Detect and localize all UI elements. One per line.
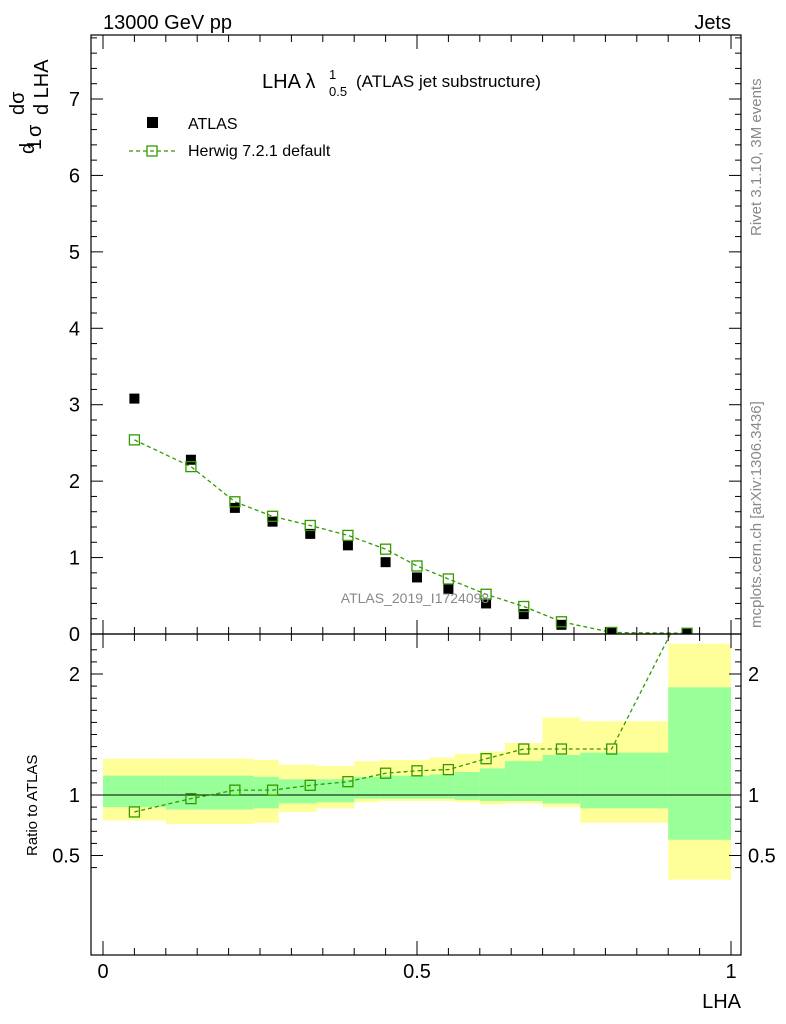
svg-text:σ: σ xyxy=(24,124,46,137)
main-y-tick-label: 1 xyxy=(69,548,80,570)
legend-herwig-label: Herwig 7.2.1 default xyxy=(188,143,331,160)
herwig-point xyxy=(681,627,693,634)
uncertainty-band-stat xyxy=(580,752,669,809)
atlas-point xyxy=(556,619,567,630)
herwig-point xyxy=(606,626,618,634)
ratio-point xyxy=(555,743,568,755)
atlas-point xyxy=(412,572,422,583)
process-label: Jets xyxy=(694,12,731,34)
legend-atlas-marker xyxy=(147,117,158,128)
herwig-point xyxy=(555,616,568,628)
plot-title-rest: (ATLAS jet substructure) xyxy=(356,72,541,91)
ratio-y-tick-label-left: 2 xyxy=(69,664,80,686)
x-axis-label: LHA xyxy=(702,991,742,1013)
ratio-point xyxy=(411,765,423,777)
uncertainty-band-stat xyxy=(668,687,731,840)
uncertainty-band-stat xyxy=(103,775,166,808)
svg-text:d: d xyxy=(17,143,39,154)
uncertainty-band-stat xyxy=(504,761,543,802)
ratio-point xyxy=(379,767,392,779)
ratio-point xyxy=(185,792,197,805)
svg-text:1: 1 xyxy=(24,139,46,150)
herwig-point xyxy=(379,543,392,555)
ratio-point xyxy=(229,784,241,796)
uncertainty-band-stat xyxy=(354,776,380,799)
ratio-panel: 0.5 0.5 1 1 2 2 0 0.5 1 Ratio to ATLAS LHA xyxy=(24,596,776,1013)
mcplots-info: mcplots.cern.ch [arXiv:1306.3436] xyxy=(748,401,765,628)
x-tick-label: 1 xyxy=(725,961,736,983)
herwig-point xyxy=(128,434,141,446)
uncertainty-band-stat xyxy=(253,776,279,809)
analysis-watermark: ATLAS_2019_I1724098 xyxy=(341,590,490,606)
atlas-point xyxy=(518,609,529,620)
ratio-point xyxy=(266,784,279,796)
herwig-point xyxy=(411,560,423,572)
main-y-tick-label: 2 xyxy=(69,471,80,493)
herwig-point xyxy=(518,600,530,613)
ratio-point xyxy=(442,763,455,776)
uncertainty-band-stat xyxy=(542,755,581,804)
atlas-point xyxy=(229,502,240,513)
main-y-tick-label: 3 xyxy=(69,395,80,417)
herwig-point xyxy=(185,460,197,473)
ratio-y-tick-label-left: 1 xyxy=(69,785,80,807)
ratio-point xyxy=(682,596,692,606)
rivet-info: Rivet 3.1.10, 3M events xyxy=(748,78,765,236)
herwig-point xyxy=(229,496,241,508)
atlas-point xyxy=(606,627,617,634)
atlas-point xyxy=(481,598,492,609)
ratio-point xyxy=(128,806,141,818)
atlas-point xyxy=(185,454,196,465)
herwig-point xyxy=(266,510,279,522)
herwig-point xyxy=(480,588,492,600)
atlas-point xyxy=(443,583,454,594)
uncertainty-band-stat xyxy=(479,768,505,802)
main-y-tick-label: 7 xyxy=(69,89,80,111)
ratio-point xyxy=(304,779,316,791)
plot-title-sup: 1 xyxy=(329,67,336,82)
ratio-point xyxy=(606,743,618,755)
uncertainty-band-stat xyxy=(316,779,355,803)
x-tick-label: 0 xyxy=(97,961,108,983)
main-panel: 0 1 2 3 4 5 6 7 ATLAS_2019_I1724098 LHA λ 1 0.5… xyxy=(7,34,742,646)
ratio-y-tick-label-left: 0.5 xyxy=(52,846,80,868)
ratio-y-tick-label-right: 0.5 xyxy=(748,846,776,868)
atlas-point xyxy=(305,528,316,539)
atlas-point xyxy=(129,393,140,404)
x-tick-label: 0.5 xyxy=(403,961,431,983)
herwig-point xyxy=(342,529,354,542)
uncertainty-band-stat xyxy=(278,779,317,804)
main-y-axis-label: 1 σ d dσ dσ d LHA xyxy=(7,59,53,154)
ratio-point xyxy=(518,743,530,755)
uncertainty-band-stat xyxy=(165,775,254,810)
main-y-tick-label: 0 xyxy=(69,624,80,646)
uncertainty-band-stat xyxy=(454,772,480,800)
herwig-point xyxy=(442,573,455,585)
herwig-line xyxy=(134,439,688,634)
ratio-y-tick-label-right: 1 xyxy=(748,785,759,807)
ratio-point xyxy=(342,776,354,788)
legend-herwig-marker xyxy=(146,145,158,157)
svg-text:dσ: dσ xyxy=(7,91,29,115)
ratio-point xyxy=(480,753,492,765)
main-y-tick-label: 5 xyxy=(69,242,80,264)
plot-title-sub: 0.5 xyxy=(329,84,347,99)
energy-label: 13000 GeV pp xyxy=(103,12,232,34)
main-y-tick-label: 6 xyxy=(69,165,80,187)
ratio-y-axis-label: Ratio to ATLAS xyxy=(24,755,41,856)
atlas-point xyxy=(342,540,353,551)
main-y-tick-label: 4 xyxy=(69,318,80,340)
atlas-point xyxy=(682,628,693,634)
uncertainty-band-stat xyxy=(379,775,430,799)
herwig-point xyxy=(304,519,316,532)
ratio-line xyxy=(134,634,672,813)
svg-text:d LHA: d LHA xyxy=(31,59,53,115)
plot-title: LHA λ xyxy=(262,71,315,93)
legend-atlas-label: ATLAS xyxy=(188,116,238,133)
atlas-point xyxy=(380,557,391,568)
ratio-y-tick-label-right: 2 xyxy=(748,664,759,686)
